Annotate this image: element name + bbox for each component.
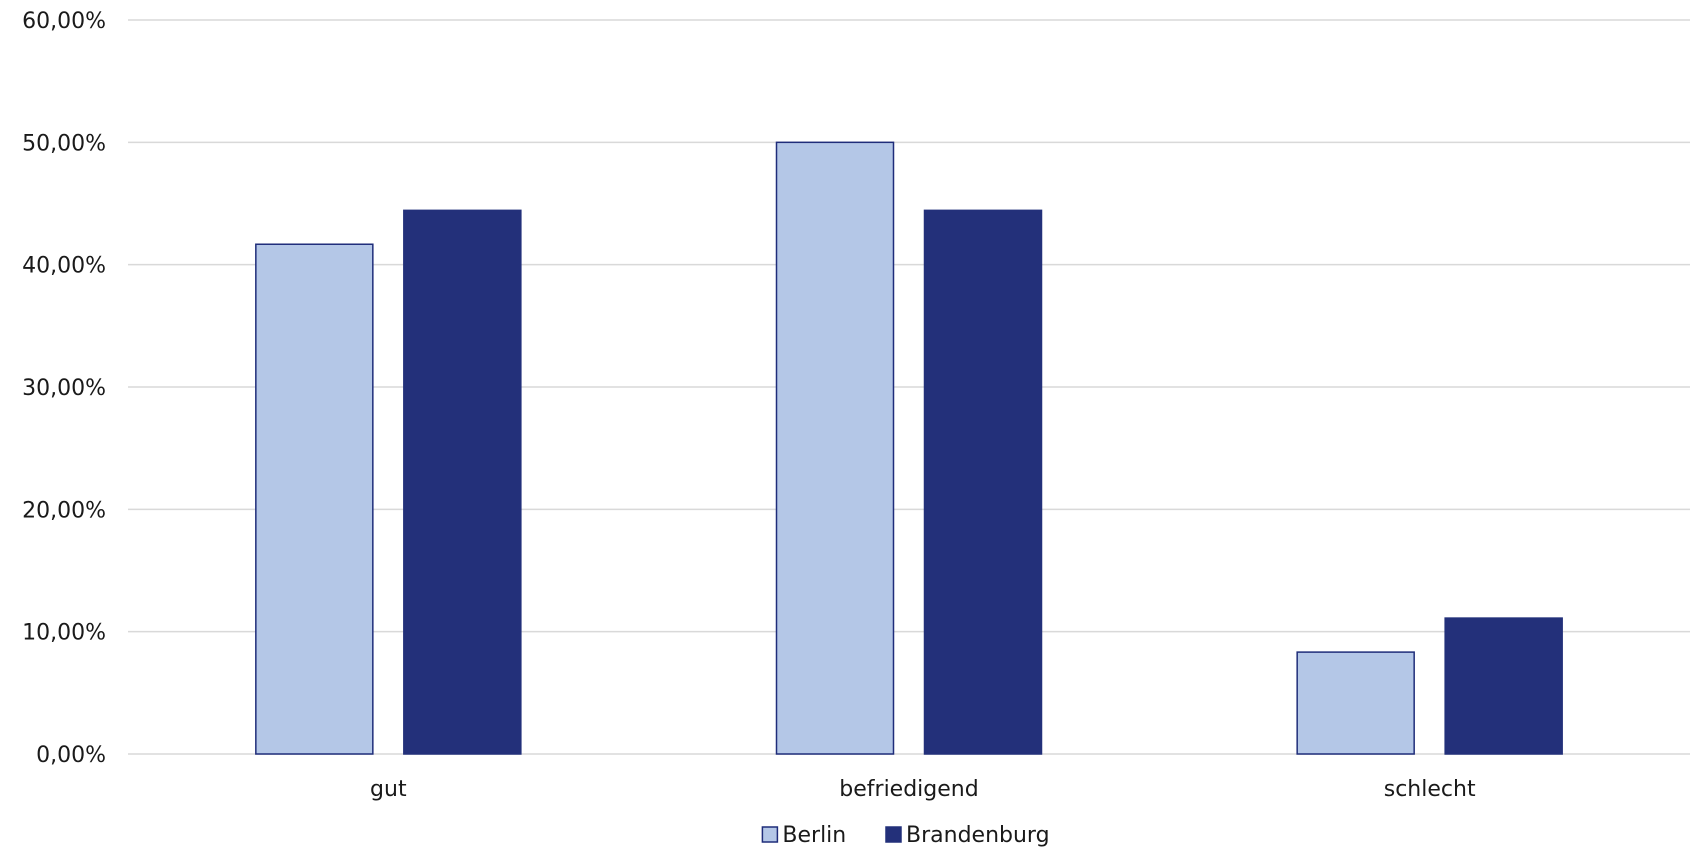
bar-berlin-schlecht [1297, 652, 1414, 754]
x-category-label: schlecht [1384, 777, 1476, 802]
x-axis-categories: gut befriedigend schlecht [370, 777, 1476, 802]
legend-swatch-brandenburg [886, 827, 901, 842]
y-tick-label: 30,00% [22, 376, 106, 401]
bars [256, 142, 1562, 754]
y-tick-label: 60,00% [22, 9, 106, 34]
y-axis-ticks: 0,00% 10,00% 20,00% 30,00% 40,00% 50,00% 60,00… [22, 9, 106, 768]
x-category-label: befriedigend [839, 777, 978, 802]
bar-brandenburg-gut [404, 210, 521, 754]
y-tick-label: 0,00% [36, 743, 106, 768]
bar-berlin-gut [256, 244, 373, 754]
legend: Berlin Brandenburg [762, 823, 1049, 848]
bar-berlin-befriedigend [777, 142, 894, 754]
y-tick-label: 20,00% [22, 498, 106, 523]
bar-brandenburg-schlecht [1445, 618, 1562, 754]
legend-label-brandenburg: Brandenburg [906, 823, 1050, 848]
bar-brandenburg-befriedigend [925, 210, 1042, 754]
legend-label-berlin: Berlin [782, 823, 846, 848]
x-category-label: gut [370, 777, 407, 802]
y-tick-label: 50,00% [22, 131, 106, 156]
y-tick-label: 40,00% [22, 254, 106, 279]
legend-swatch-berlin [762, 827, 777, 842]
y-tick-label: 10,00% [22, 621, 106, 646]
